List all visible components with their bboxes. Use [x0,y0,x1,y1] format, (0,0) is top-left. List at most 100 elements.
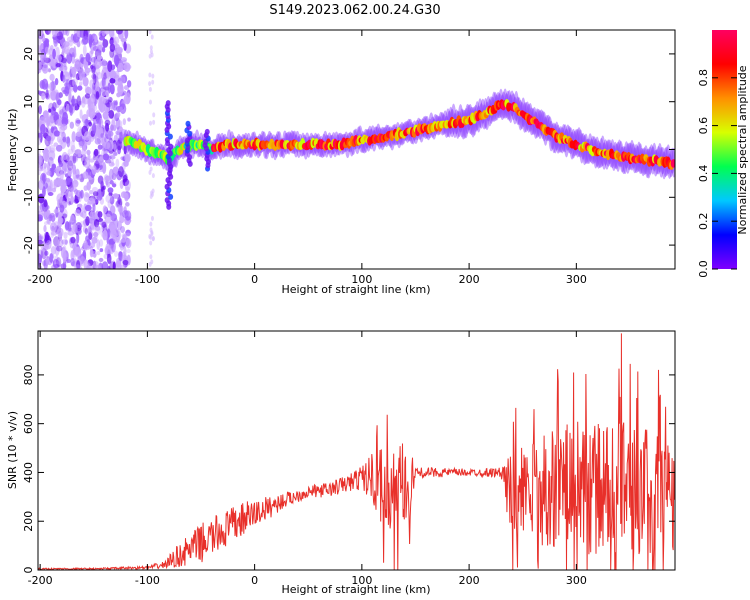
noise-speck [98,219,104,226]
noise-speck [48,150,56,161]
noise-speck [105,90,110,98]
noise-speck [56,245,63,252]
noise-speck [49,253,54,264]
colorbar-gradient [712,30,737,269]
noise-speck [61,159,66,171]
noise-speck [92,261,99,269]
colorbar-tick-label: 0.6 [697,117,710,135]
noise-speck [91,65,96,74]
noise-speck [58,30,65,38]
noise-speck [95,80,100,93]
noise-speck [101,30,106,37]
noise-speck [74,209,81,216]
noise-speck [148,72,152,78]
noise-speck [58,110,63,115]
y-tick-label: 600 [22,413,35,434]
noise-speck [64,65,68,71]
noise-speck [105,194,113,204]
noise-speck [89,195,96,206]
noise-speck [96,44,103,54]
noise-speck [105,122,110,132]
noise-speck [70,144,76,153]
noise-speck [50,231,58,236]
noise-speck [123,62,131,72]
noise-speck [85,193,91,198]
snr-x-label: Height of straight line (km) [281,583,430,596]
noise-speck [51,264,57,269]
noise-speck [97,211,103,218]
ridge-core [670,159,675,168]
colorbar-tick-label: 0.0 [697,260,710,278]
noise-speck [67,160,74,171]
noise-speck [152,112,156,118]
noise-speck [38,214,43,222]
noise-speck [45,89,49,98]
noise-speck [78,81,83,86]
noise-speck [94,196,99,203]
noise-speck [77,149,82,157]
noise-speck [99,155,104,162]
noise-speck [50,167,54,178]
noise-speck [53,130,61,137]
snr-x-axis: -200 -100 0 100 200 300 [28,331,587,587]
noise-speck [85,52,91,63]
noise-speck [95,66,101,76]
noise-speck [64,239,68,246]
noise-speck [117,120,123,129]
noise-speck [48,214,53,222]
ridge-plume [204,128,210,135]
noise-speck [112,193,120,199]
noise-speck [92,202,96,213]
noise-speck [59,204,65,213]
noise-speck [105,180,111,188]
noise-speck [42,182,49,189]
noise-speck [149,193,153,199]
spectrogram-x-axis: -200 -100 0 100 200 300 [28,30,587,286]
noise-speck [61,239,69,245]
noise-speck [70,195,75,204]
noise-speck [52,48,56,60]
noise-speck [109,83,115,95]
noise-speck [117,205,124,213]
noise-speck [106,70,112,80]
noise-speck [79,255,86,267]
noise-speck [82,76,89,87]
noise-speck [110,228,117,239]
noise-speck [82,171,89,179]
noise-speck [69,121,75,129]
x-tick-label: 100 [351,574,372,587]
noise-speck [55,54,63,63]
noise-speck [47,161,51,174]
noise-speck [126,249,131,254]
noise-speck [93,148,99,157]
noise-speck [83,240,88,251]
noise-speck [39,166,44,172]
noise-speck [118,166,124,178]
noise-speck [95,110,101,118]
noise-speck [51,80,55,92]
noise-speck [78,138,85,147]
noise-speck [66,258,72,263]
noise-speck [55,92,61,104]
noise-speck [79,53,84,63]
noise-speck [62,136,67,143]
noise-speck [84,157,91,169]
noise-speck [125,202,130,207]
noise-speck [113,250,119,257]
x-tick-label: 0 [251,574,258,587]
noise-speck [101,261,109,269]
noise-speck [152,119,156,125]
noise-speck [97,144,103,150]
noise-speck [75,174,82,180]
noise-speck [109,101,114,111]
x-tick-label: -200 [28,273,53,286]
x-tick-label: 200 [459,273,480,286]
noise-speck [53,208,59,214]
noise-speck [103,141,111,150]
noise-speck [62,30,68,36]
x-tick-label: 300 [566,273,587,286]
noise-speck [94,35,98,43]
noise-speck [41,92,46,100]
noise-speck [82,44,87,57]
noise-speck [61,117,69,126]
